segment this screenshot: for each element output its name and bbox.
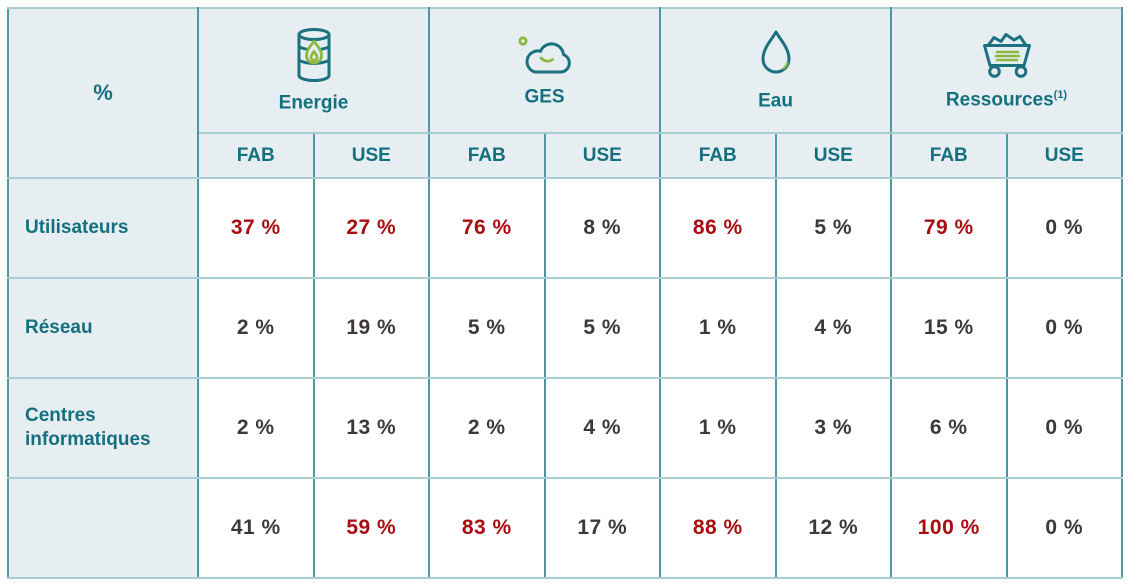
oil-barrel-icon [290, 26, 338, 84]
value-cell: 37 % [197, 177, 315, 279]
corner-percent-cell: % [7, 7, 199, 179]
smoke-cloud-icon [516, 32, 574, 78]
value-cell: 0 % [1005, 477, 1124, 579]
value-cell: 0 % [1005, 177, 1124, 279]
value-cell: 88 % [659, 477, 777, 579]
water-drop-icon [756, 28, 796, 82]
group-label-energie: Energie [278, 92, 349, 114]
value-cell: 5 % [774, 177, 893, 279]
subheader-ges-use: USE [543, 132, 662, 179]
header-group-energie: Energie [196, 7, 431, 134]
impact-table: % Energie [7, 7, 1124, 579]
value-cell: 19 % [312, 277, 431, 379]
value-cell: 0 % [1005, 377, 1124, 479]
value-cell: 59 % [312, 477, 431, 579]
value-cell: 8 % [543, 177, 662, 279]
value-cell: 1 % [659, 277, 777, 379]
value-cell: 79 % [890, 177, 1008, 279]
subheader-ressources-fab: FAB [890, 132, 1008, 179]
value-cell: 76 % [428, 177, 546, 279]
subheader-energie-use: USE [312, 132, 431, 179]
value-cell: 86 % [659, 177, 777, 279]
row-label [7, 477, 199, 579]
mining-cart-icon [976, 29, 1038, 81]
group-label-ressources: Ressources(1) [945, 89, 1068, 111]
value-cell: 4 % [543, 377, 662, 479]
value-cell: 15 % [890, 277, 1008, 379]
header-group-ressources: Ressources(1) [890, 7, 1124, 134]
value-cell: 12 % [774, 477, 893, 579]
table-row-total: 41 % 59 % 83 % 17 % 88 % 12 % 100 % 0 % [7, 477, 1124, 579]
value-cell: 83 % [428, 477, 546, 579]
corner-percent-label: % [93, 80, 113, 105]
value-cell: 0 % [1005, 277, 1124, 379]
value-cell: 4 % [774, 277, 893, 379]
value-cell: 41 % [197, 477, 315, 579]
value-cell: 3 % [774, 377, 893, 479]
header-group-ges: GES [428, 7, 662, 134]
table-row-reseau: Réseau 2 % 19 % 5 % 5 % 1 % 4 % 15 % 0 % [7, 277, 1124, 379]
value-cell: 5 % [428, 277, 546, 379]
row-label: Centres informatiques [7, 377, 199, 479]
group-label-ges: GES [524, 86, 565, 108]
value-cell: 100 % [890, 477, 1008, 579]
subheader-ges-fab: FAB [428, 132, 546, 179]
value-cell: 2 % [197, 377, 315, 479]
subheader-eau-use: USE [774, 132, 893, 179]
value-cell: 5 % [543, 277, 662, 379]
header-group-eau: Eau [659, 7, 893, 134]
table-row-utilisateurs: Utilisateurs 37 % 27 % 76 % 8 % 86 % 5 %… [7, 177, 1124, 279]
value-cell: 2 % [197, 277, 315, 379]
group-label-eau: Eau [758, 90, 793, 112]
value-cell: 27 % [312, 177, 431, 279]
value-cell: 17 % [543, 477, 662, 579]
row-label: Réseau [7, 277, 199, 379]
value-cell: 13 % [312, 377, 431, 479]
value-cell: 2 % [428, 377, 546, 479]
table-row-centres-informatiques: Centres informatiques 2 % 13 % 2 % 4 % 1… [7, 377, 1124, 479]
value-cell: 1 % [659, 377, 777, 479]
value-cell: 6 % [890, 377, 1008, 479]
subheader-ressources-use: USE [1005, 132, 1124, 179]
row-label: Utilisateurs [7, 177, 199, 279]
subheader-energie-fab: FAB [197, 132, 315, 179]
subheader-eau-fab: FAB [659, 132, 777, 179]
header-group-row: % Energie [7, 7, 1124, 179]
header-sub-row: FAB USE FAB USE FAB USE FAB USE [8, 132, 1124, 179]
